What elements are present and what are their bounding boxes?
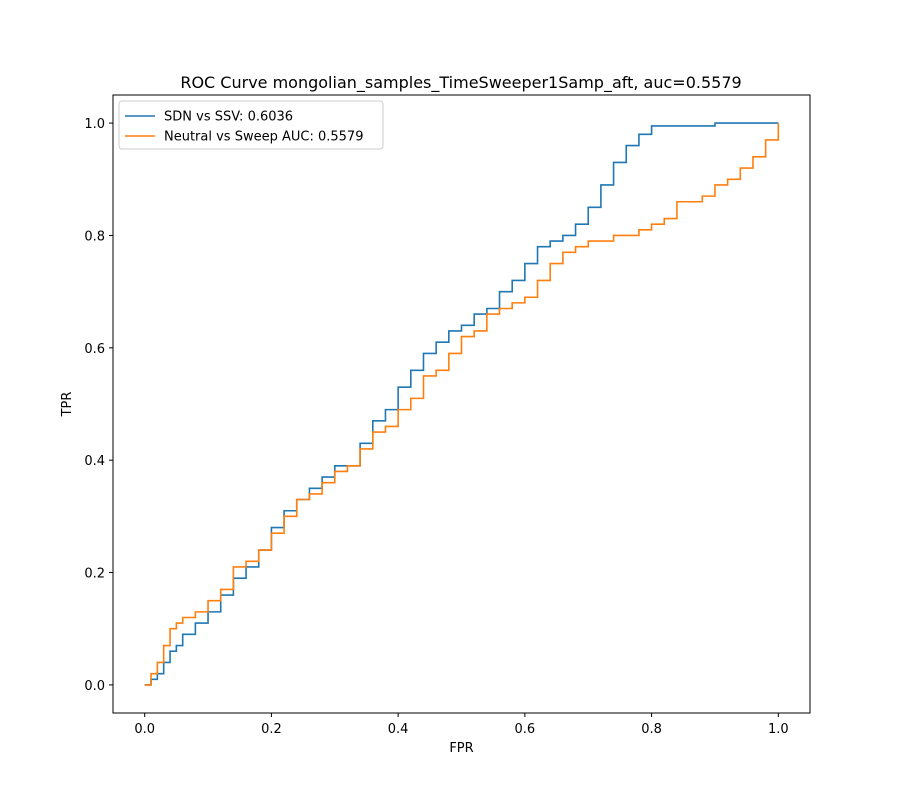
- legend: SDN vs SSV: 0.6036 Neutral vs Sweep AUC: …: [118, 100, 384, 150]
- plot-area: [144, 122, 780, 686]
- y-tick-label: 1.0: [84, 117, 105, 132]
- chart-title: ROC Curve mongolian_samples_TimeSweeper1…: [180, 73, 741, 93]
- legend-label-1: SDN vs SSV: 0.6036: [164, 110, 293, 125]
- series-line-2: [144, 123, 780, 686]
- x-tick-label: 0.8: [641, 722, 662, 737]
- y-tick-label: 0.8: [84, 229, 105, 244]
- x-tick-label: 0.4: [388, 722, 409, 737]
- y-tick-label: 0.0: [84, 679, 105, 694]
- x-tick-label: 0.0: [134, 722, 155, 737]
- series-line-1: [144, 122, 779, 686]
- x-axis-label: FPR: [449, 741, 473, 756]
- y-axis-label: TPR: [60, 392, 75, 418]
- legend-box: [118, 100, 384, 150]
- y-tick-label: 0.4: [84, 454, 105, 469]
- x-axis: 0.0 0.2 0.4 0.6 0.8 1.0: [134, 713, 789, 737]
- y-axis: 0.0 0.2 0.4 0.6 0.8 1.0: [84, 117, 113, 694]
- legend-label-2: Neutral vs Sweep AUC: 0.5579: [164, 130, 363, 145]
- x-tick-label: 0.2: [261, 722, 282, 737]
- x-tick-label: 1.0: [768, 722, 789, 737]
- y-tick-label: 0.2: [84, 567, 105, 582]
- plot-frame: [112, 94, 811, 714]
- x-tick-label: 0.6: [515, 722, 536, 737]
- y-tick-label: 0.6: [84, 342, 105, 357]
